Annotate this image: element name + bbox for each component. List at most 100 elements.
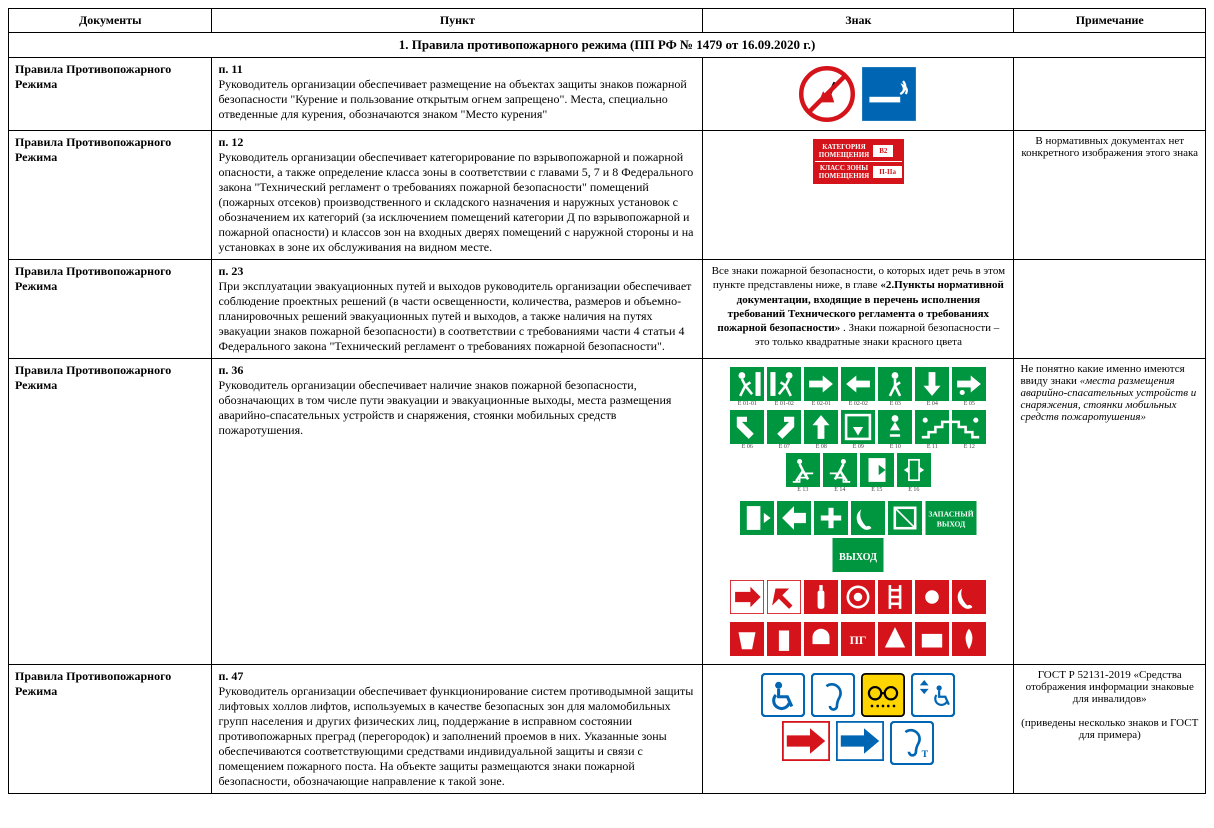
punkt-number: п. 47	[218, 669, 696, 684]
evac-sign-icon	[767, 367, 801, 401]
evac-sign-icon	[860, 453, 894, 487]
header-documents: Документы	[9, 9, 212, 33]
znak-cell	[703, 58, 1014, 131]
note-line-2: (приведены несколько знаков и ГОСТ для п…	[1020, 717, 1199, 741]
evac-sign-item: Е 02-01	[804, 367, 838, 407]
table-row: Правила Противопожарного Режима п. 47 Ру…	[9, 665, 1206, 794]
evac-sign-item: Е 06	[730, 410, 764, 450]
evac-sign-item: Е 10	[878, 410, 912, 450]
evac-sign-item: Е 01-01	[730, 367, 764, 407]
section-header-row: 1. Правила противопожарного режима (ПП Р…	[9, 33, 1206, 58]
evac-sign-icon	[730, 367, 764, 401]
evac-sign-icon	[804, 367, 838, 401]
evac-sign-item: Е 09	[841, 410, 875, 450]
doc-cell: Правила Противопожарного Режима	[9, 359, 212, 665]
header-punkt: Пункт	[212, 9, 703, 33]
fire-phone-icon	[952, 580, 986, 614]
evac-sign-label: Е 05	[952, 401, 986, 407]
evac-sign-icon	[804, 410, 838, 444]
fire-button-icon	[915, 580, 949, 614]
hearing-icon	[811, 673, 855, 717]
evac-sign-icon	[786, 453, 820, 487]
evac-sign-label: Е 02-02	[841, 401, 875, 407]
evac-sign-item: Е 02-02	[841, 367, 875, 407]
evacuation-signs-grid: Е 01-01Е 01-02Е 02-01Е 02-02Е 03Е 04Е 05…	[709, 363, 1007, 497]
doc-cell: Правила Противопожарного Режима	[9, 260, 212, 359]
note-line-1: ГОСТ Р 52131-2019 «Средства отображения …	[1020, 669, 1199, 705]
wheelchair-icon	[761, 673, 805, 717]
punkt-cell: п. 36 Руководитель организации обеспечив…	[212, 359, 703, 665]
note-cell: Не понятно какие именно имеются ввиду зн…	[1014, 359, 1206, 665]
header-znak: Знак	[703, 9, 1014, 33]
svg-text:ВЫХОД: ВЫХОД	[839, 552, 877, 563]
evac-sign-item: Е 04	[915, 367, 949, 407]
doc-cell: Правила Противопожарного Режима	[9, 58, 212, 131]
punkt-cell: п. 47 Руководитель организации обеспечив…	[212, 665, 703, 794]
punkt-cell: п. 12 Руководитель организации обеспечив…	[212, 131, 703, 260]
header-note: Примечание	[1014, 9, 1206, 33]
evac-sign-label: Е 12	[952, 444, 986, 450]
hearing-loop-icon: T	[890, 721, 934, 765]
note-cell: ГОСТ Р 52131-2019 «Средства отображения …	[1014, 665, 1206, 794]
fire-source-icon	[952, 622, 986, 656]
arrow-right-icon	[730, 580, 764, 614]
evac-sign-icon	[841, 367, 875, 401]
evac-sign-label: Е 16	[897, 487, 931, 493]
table-row: Правила Противопожарного Режима п. 36 Ру…	[9, 359, 1206, 665]
svg-text:ВЫХОД: ВЫХОД	[937, 520, 966, 529]
category-sign-icon: КАТЕГОРИЯПОМЕЩЕНИЯ В2 КЛАСС ЗОНЫПОМЕЩЕНИ…	[813, 139, 904, 184]
exit-door-icon	[740, 501, 774, 535]
evac-sign-icon	[841, 410, 875, 444]
punkt-text: Руководитель организации обеспечивает ра…	[218, 77, 686, 121]
punkt-cell: п. 23 При эксплуатации эвакуационных пут…	[212, 260, 703, 359]
evac-sign-label: Е 07	[767, 444, 801, 450]
punkt-number: п. 23	[218, 264, 696, 279]
fire-ladder-icon	[878, 580, 912, 614]
evac-sign-label: Е 01-01	[730, 401, 764, 407]
table-row: Правила Противопожарного Режима п. 12 Ру…	[9, 131, 1206, 260]
fire-hose-icon	[841, 580, 875, 614]
evac-sign-item: Е 03	[878, 367, 912, 407]
section-title: 1. Правила противопожарного режима (ПП Р…	[9, 33, 1206, 58]
evac-sign-icon	[952, 410, 986, 444]
red-signs-row	[709, 576, 1007, 618]
evac-sign-icon	[915, 410, 949, 444]
punkt-text: Руководитель организации обеспечивает фу…	[218, 684, 693, 788]
punkt-text: Руководитель организации обеспечивает на…	[218, 378, 671, 437]
break-glass-icon	[888, 501, 922, 535]
evac-sign-item: Е 05	[952, 367, 986, 407]
evac-sign-label: Е 04	[915, 401, 949, 407]
fire-equipment-icon	[878, 622, 912, 656]
evac-sign-item: Е 12	[952, 410, 986, 450]
glasses-yellow-icon	[861, 673, 905, 717]
exit-text-icon: ВЫХОД	[832, 538, 884, 572]
fire-box-icon	[915, 622, 949, 656]
evac-sign-item: Е 08	[804, 410, 838, 450]
evac-sign-label: Е 14	[823, 487, 857, 493]
evac-sign-item: Е 14	[823, 453, 857, 493]
arrow-blue-right-icon	[836, 721, 884, 761]
evac-sign-icon	[878, 367, 912, 401]
evac-sign-item: Е 13	[786, 453, 820, 493]
table-row: Правила Противопожарного Режима п. 23 Пр…	[9, 260, 1206, 359]
evac-sign-icon	[897, 453, 931, 487]
note-cell: В нормативных документах нет конкретного…	[1014, 131, 1206, 260]
evac-sign-label: Е 11	[915, 444, 949, 450]
znak-cell: T	[703, 665, 1014, 794]
spare-exit-text-icon: ЗАПАСНЫЙ ВЫХОД	[925, 501, 977, 535]
evac-sign-icon	[730, 410, 764, 444]
exit-sign-icon	[777, 501, 811, 535]
evac-sign-item: Е 15	[860, 453, 894, 493]
evac-sign-icon	[915, 367, 949, 401]
red-signs-row-2: ПГ	[709, 618, 1007, 660]
punkt-number: п. 11	[218, 62, 696, 77]
evac-sign-label: Е 01-02	[767, 401, 801, 407]
smoking-place-icon	[861, 66, 917, 122]
note-cell	[1014, 58, 1206, 131]
znak-cell: Е 01-01Е 01-02Е 02-01Е 02-02Е 03Е 04Е 05…	[703, 359, 1014, 665]
doc-cell: Правила Противопожарного Режима	[9, 665, 212, 794]
fire-extinguisher-icon	[804, 580, 838, 614]
svg-text:ЗАПАСНЫЙ: ЗАПАСНЫЙ	[928, 509, 973, 518]
punkt-text: При эксплуатации эвакуационных путей и в…	[218, 279, 691, 353]
evac-sign-icon	[878, 410, 912, 444]
